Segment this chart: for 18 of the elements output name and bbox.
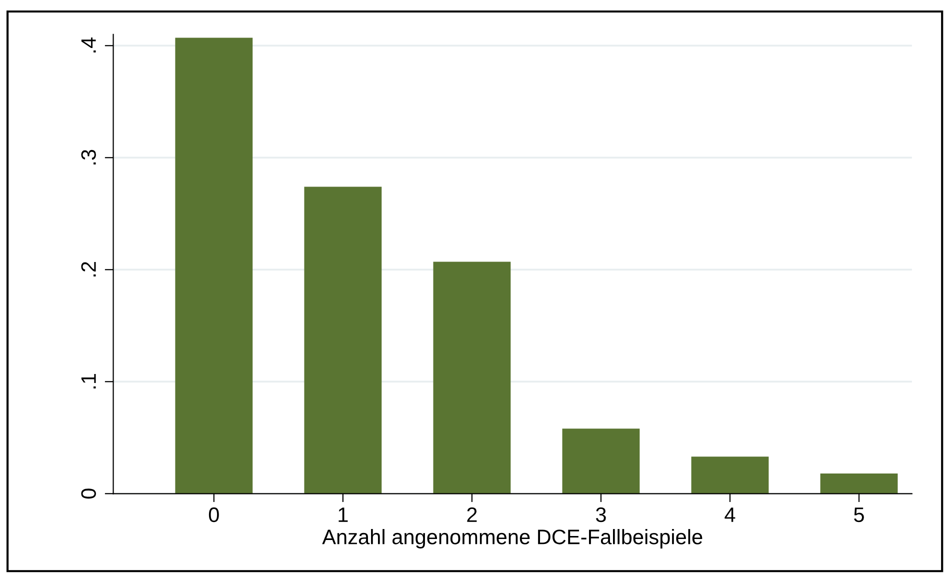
y-tick-label: .2 <box>81 262 96 276</box>
x-tick-label: 2 <box>467 507 477 522</box>
x-tick-label: 3 <box>596 507 606 522</box>
bar <box>562 428 640 494</box>
bar <box>175 38 253 494</box>
x-tick-label: 5 <box>854 508 864 522</box>
bar <box>820 473 898 494</box>
x-axis-title: Anzahl angenommene DCE-Fallbeispiele <box>322 529 702 548</box>
y-tick-label: .3 <box>81 150 96 164</box>
y-tick-label: .4 <box>81 38 96 52</box>
x-tick-label: 4 <box>724 508 736 522</box>
bar <box>691 456 769 494</box>
x-tick-label: 1 <box>338 508 348 522</box>
y-tick-label: 0 <box>81 488 96 499</box>
bar <box>433 262 511 494</box>
bar <box>304 186 382 494</box>
x-tick-label: 0 <box>208 507 219 522</box>
y-tick-label: .1 <box>81 374 96 388</box>
